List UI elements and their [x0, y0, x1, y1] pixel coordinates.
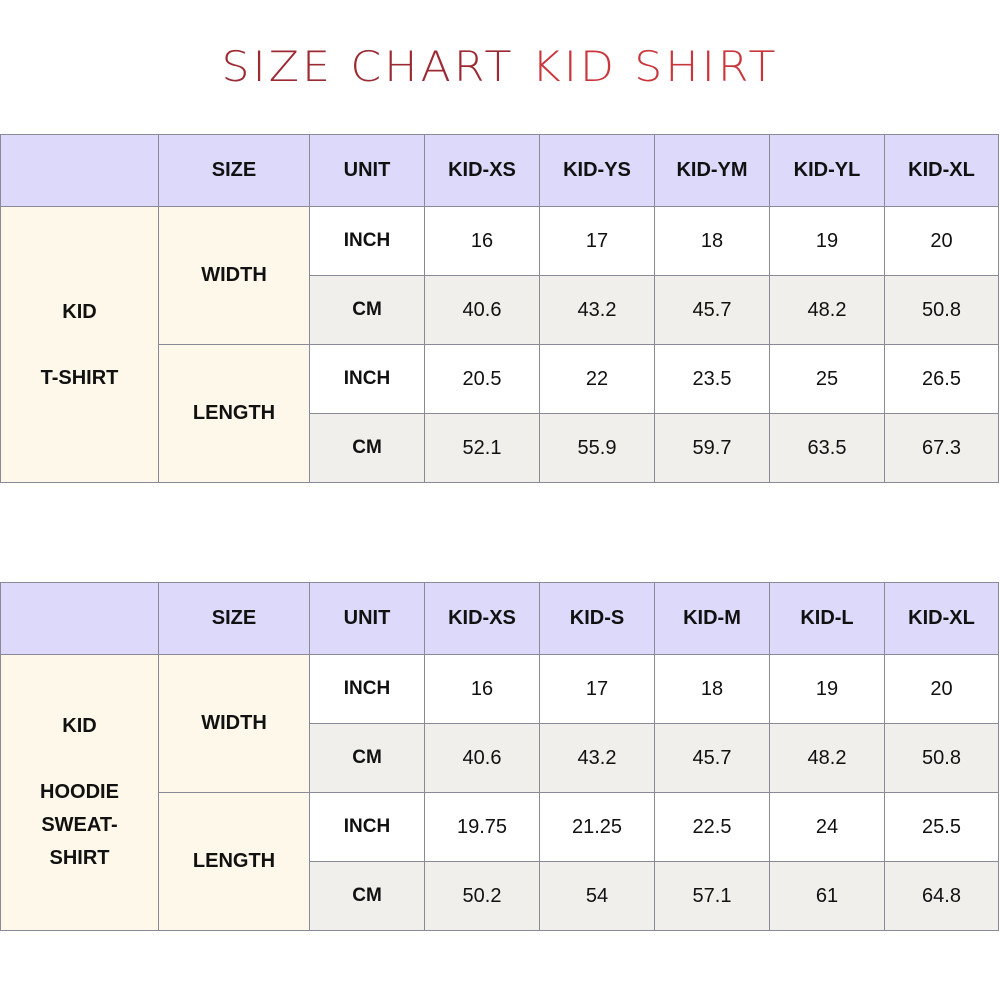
value-cell: 22: [540, 345, 655, 414]
value-cell: 50.2: [425, 862, 540, 931]
value-cell: 48.2: [770, 724, 885, 793]
category-line: T-SHIRT: [40, 366, 119, 389]
value-cell: 16: [425, 207, 540, 276]
value-cell: 20: [885, 655, 999, 724]
header-cell: [1, 583, 159, 655]
value-cell: 26.5: [885, 345, 999, 414]
value-cell: 18: [655, 655, 770, 724]
value-cell: 54: [540, 862, 655, 931]
value-cell: 55.9: [540, 414, 655, 483]
unit-cell: CM: [310, 414, 425, 483]
dimension-label: WIDTH: [159, 655, 310, 793]
unit-cell: INCH: [310, 207, 425, 276]
value-cell: 22.5: [655, 793, 770, 862]
value-cell: 57.1: [655, 862, 770, 931]
kid-hoodie-size-table: SIZE UNIT KID-XS KID-S KID-M KID-L KID-XL KID HO…: [0, 582, 999, 931]
value-cell: 25: [770, 345, 885, 414]
value-cell: 48.2: [770, 276, 885, 345]
page-title: SIZE CHART KID SHIRT: [0, 42, 1000, 91]
title-part1: SIZE CHART: [221, 42, 515, 91]
value-cell: 59.7: [655, 414, 770, 483]
unit-cell: CM: [310, 724, 425, 793]
value-cell: 16: [425, 655, 540, 724]
value-cell: 64.8: [885, 862, 999, 931]
header-cell: SIZE: [159, 583, 310, 655]
header-cell: KID-YL: [770, 135, 885, 207]
dimension-label: LENGTH: [159, 793, 310, 931]
value-cell: 43.2: [540, 276, 655, 345]
value-cell: 52.1: [425, 414, 540, 483]
header-cell: UNIT: [310, 135, 425, 207]
header-cell: KID-L: [770, 583, 885, 655]
kid-tshirt-size-table: SIZE UNIT KID-XS KID-YS KID-YM KID-YL KID-XL KI…: [0, 134, 999, 483]
unit-cell: CM: [310, 862, 425, 931]
value-cell: 40.6: [425, 276, 540, 345]
category-label: KID HOODIE SWEAT- SHIRT: [1, 655, 159, 931]
unit-cell: INCH: [310, 655, 425, 724]
category-label: KID T-SHIRT: [1, 207, 159, 483]
value-cell: 21.25: [540, 793, 655, 862]
value-cell: 45.7: [655, 276, 770, 345]
value-cell: 19: [770, 655, 885, 724]
header-cell: SIZE: [159, 135, 310, 207]
header-cell: KID-YS: [540, 135, 655, 207]
header-cell: KID-XS: [425, 583, 540, 655]
value-cell: 17: [540, 655, 655, 724]
category-line: SHIRT: [49, 847, 110, 869]
header-cell: KID-XL: [885, 583, 999, 655]
value-cell: 17: [540, 207, 655, 276]
value-cell: 63.5: [770, 414, 885, 483]
unit-cell: CM: [310, 276, 425, 345]
value-cell: 40.6: [425, 724, 540, 793]
value-cell: 19: [770, 207, 885, 276]
category-line: HOODIE: [40, 781, 119, 803]
header-cell: KID-S: [540, 583, 655, 655]
value-cell: 45.7: [655, 724, 770, 793]
unit-cell: INCH: [310, 345, 425, 414]
value-cell: 18: [655, 207, 770, 276]
value-cell: 19.75: [425, 793, 540, 862]
unit-cell: INCH: [310, 793, 425, 862]
header-cell: KID-XS: [425, 135, 540, 207]
value-cell: 20: [885, 207, 999, 276]
category-line: KID: [62, 300, 97, 323]
value-cell: 61: [770, 862, 885, 931]
dimension-label: LENGTH: [159, 345, 310, 483]
value-cell: 23.5: [655, 345, 770, 414]
category-line: KID: [62, 715, 97, 737]
value-cell: 43.2: [540, 724, 655, 793]
header-cell: KID-M: [655, 583, 770, 655]
title-part2: KID SHIRT: [531, 42, 779, 91]
dimension-label: WIDTH: [159, 207, 310, 345]
value-cell: 24: [770, 793, 885, 862]
header-cell: [1, 135, 159, 207]
category-line: SWEAT-: [41, 814, 118, 836]
value-cell: 20.5: [425, 345, 540, 414]
value-cell: 50.8: [885, 276, 999, 345]
header-cell: KID-YM: [655, 135, 770, 207]
header-cell: KID-XL: [885, 135, 999, 207]
value-cell: 67.3: [885, 414, 999, 483]
value-cell: 50.8: [885, 724, 999, 793]
header-cell: UNIT: [310, 583, 425, 655]
value-cell: 25.5: [885, 793, 999, 862]
